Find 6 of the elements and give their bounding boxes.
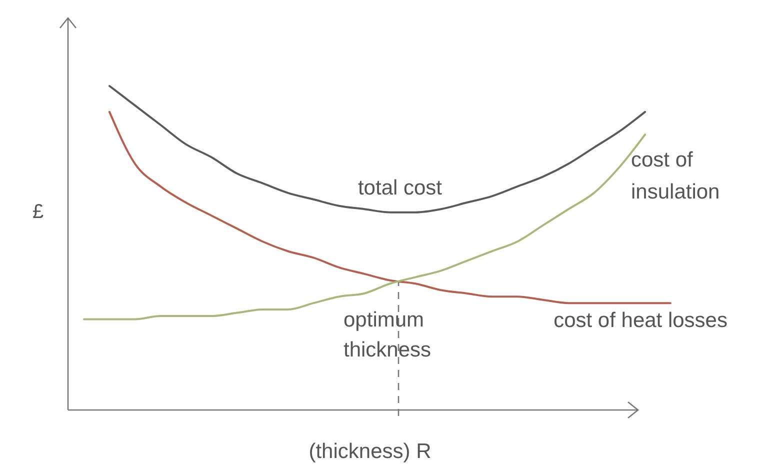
x-axis-title: (thickness) R — [308, 440, 432, 463]
annotation: optimum thickness — [344, 308, 432, 362]
y-axis-title: £ — [32, 201, 44, 223]
series-label: total cost — [358, 176, 442, 200]
series-label: cost of heat losses — [554, 309, 728, 332]
series-label: cost of insulation — [631, 148, 720, 204]
